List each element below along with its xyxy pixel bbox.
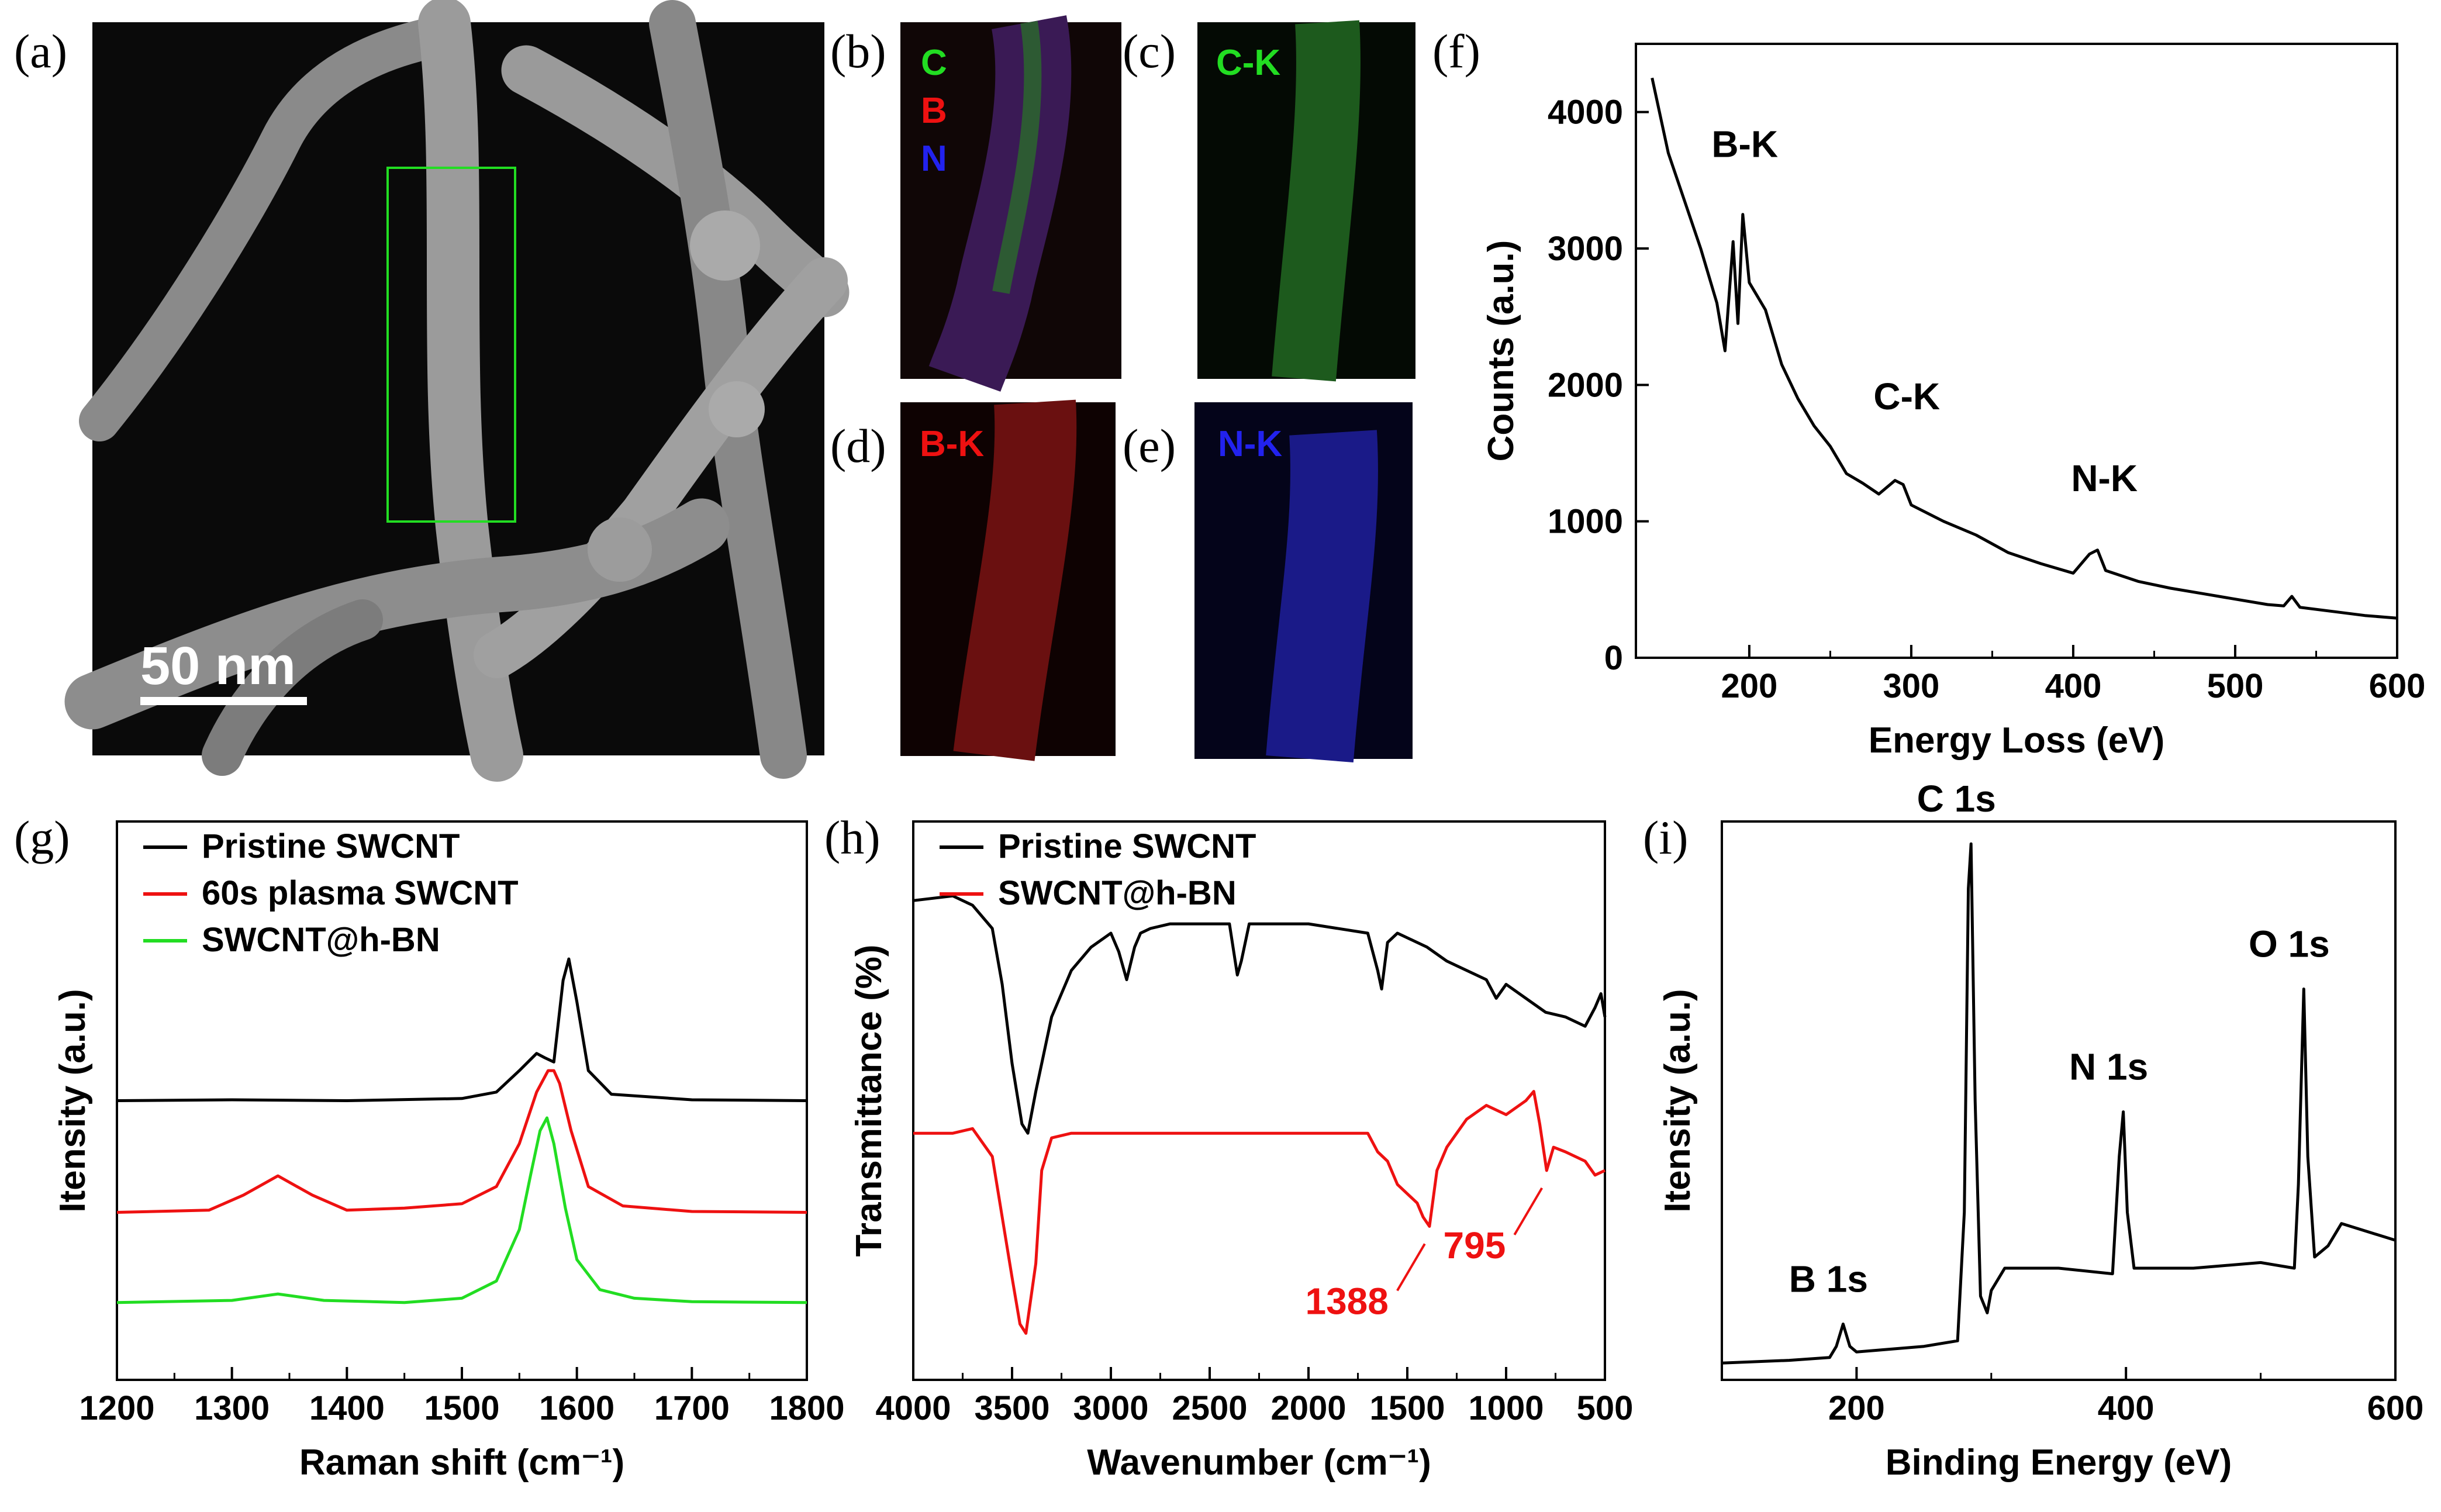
chart-f-xtick-label: 400 xyxy=(2045,667,2102,705)
chart-g-xtick-label: 1300 xyxy=(194,1389,270,1427)
chart-h-annotation: 795 xyxy=(1444,1224,1506,1266)
chart-g-series-0 xyxy=(116,957,807,1102)
chart-h-xtick-label: 2500 xyxy=(1172,1389,1247,1427)
chart-h-xlabel: Wavenumber (cm⁻¹) xyxy=(1087,1442,1431,1483)
map-e-label: N-K xyxy=(1218,424,1282,464)
map-d-label: B-K xyxy=(920,424,984,464)
panel-e: (e) N-K xyxy=(1123,402,1413,763)
selection-box xyxy=(386,167,516,523)
map-e-tube xyxy=(1266,430,1378,763)
chart-g-series-1 xyxy=(116,1069,807,1214)
chart-i-xps-survey: 200 400 600 Binding Energy (eV) Itensity (a.… xyxy=(1658,778,2423,1483)
chart-f-ytick-label: 3000 xyxy=(1548,230,1623,268)
chart-g-xtick-label: 1200 xyxy=(79,1389,154,1427)
panel-d: (d) B-K xyxy=(830,399,1116,761)
chart-f-annotation: N-K xyxy=(2071,457,2138,499)
panel-c-letter: (c) xyxy=(1123,25,1176,78)
chart-f-eels-spectrum: 200 300 400 500 600 0 1000 2000 3000 4000 Energy L… xyxy=(1481,43,2426,761)
chart-f-xtick-label: 600 xyxy=(2369,667,2426,705)
map-c-label: C-K xyxy=(1216,43,1280,83)
chart-g-legend-label: SWCNT@h-BN xyxy=(202,921,440,959)
chart-i-annotation: N 1s xyxy=(2069,1046,2148,1088)
chart-i-ylabel: Itensity (a.u.) xyxy=(1658,989,1698,1212)
chart-f-series-0 xyxy=(1651,77,2398,620)
panel-b: (b) C B N xyxy=(830,15,1121,392)
panel-a-letter: (a) xyxy=(14,25,67,78)
chart-f-ytick-label: 4000 xyxy=(1548,94,1623,132)
chart-g-legend-label: Pristine SWCNT xyxy=(202,827,460,865)
chart-i-xtick-label: 400 xyxy=(2098,1389,2155,1427)
chart-h-xtick-label: 2000 xyxy=(1270,1389,1346,1427)
chart-i-annotation: O 1s xyxy=(2249,923,2330,965)
chart-h-legend-label: Pristine SWCNT xyxy=(998,827,1256,865)
map-c-tube xyxy=(1272,20,1361,382)
panel-c: (c) C-K xyxy=(1123,20,1415,382)
chart-f-xtick-label: 200 xyxy=(1721,667,1778,705)
chart-g-legend-label: 60s plasma SWCNT xyxy=(202,874,519,912)
chart-f-xlabel: Energy Loss (eV) xyxy=(1869,720,2164,761)
panel-f-letter: (f) xyxy=(1432,25,1480,78)
chart-i-annotation: B 1s xyxy=(1789,1258,1868,1300)
chart-i-annotation: C 1s xyxy=(1917,778,1996,820)
chart-g-ylabel: Itensity (a.u.) xyxy=(53,989,93,1212)
map-b-label-c: C xyxy=(921,43,947,83)
chart-h-xtick-label: 500 xyxy=(1577,1389,1634,1427)
chart-h-legend-label: SWCNT@h-BN xyxy=(998,874,1237,912)
chart-f-annotation: B-K xyxy=(1711,123,1778,165)
panel-b-letter: (b) xyxy=(830,25,886,78)
chart-g-xtick-label: 1800 xyxy=(769,1389,844,1427)
chart-f-ytick-label: 1000 xyxy=(1548,503,1623,541)
chart-f-ylabel: Counts (a.u.) xyxy=(1481,240,1521,462)
chart-f-frame xyxy=(1635,43,2398,659)
map-b-tube-core xyxy=(992,20,1042,294)
chart-i-xtick-label: 600 xyxy=(2367,1389,2424,1427)
chart-f-xtick-label: 300 xyxy=(1883,667,1940,705)
chart-g-xtick-label: 1500 xyxy=(424,1389,499,1427)
map-b-label-n: N xyxy=(921,139,947,179)
chart-h-annotation-leader xyxy=(1513,1187,1544,1235)
chart-i-series-0 xyxy=(1721,842,2396,1365)
map-b-label-b: B xyxy=(921,91,947,131)
chart-f-annotation: C-K xyxy=(1873,375,1940,417)
chart-h-ftir-spectra: 4000 3500 3000 2500 2000 1500 1000 500 Wavenumbe… xyxy=(849,820,1634,1483)
chart-g-xtick-label: 1400 xyxy=(309,1389,385,1427)
chart-h-xtick-label: 3000 xyxy=(1073,1389,1148,1427)
chart-h-annotation-leader xyxy=(1396,1243,1426,1292)
panel-d-letter: (d) xyxy=(830,419,886,472)
chart-h-xtick-label: 1000 xyxy=(1468,1389,1544,1427)
chart-g-raman-spectra: 1200 1300 1400 1500 1600 1700 1800 Raman shift … xyxy=(53,820,845,1483)
panel-e-letter: (e) xyxy=(1123,419,1176,472)
panel-i-letter: (i) xyxy=(1643,811,1688,864)
chart-f-ytick-label: 2000 xyxy=(1548,366,1623,404)
chart-h-ylabel: Transmittance (%) xyxy=(849,944,889,1256)
chart-g-xtick-label: 1700 xyxy=(654,1389,730,1427)
chart-h-xtick-label: 3500 xyxy=(974,1389,1049,1427)
scale-bar-label: 50 nm xyxy=(140,636,296,696)
scale-bar xyxy=(140,697,307,705)
chart-h-series-1 xyxy=(913,1090,1606,1335)
chart-h-annotation: 1388 xyxy=(1305,1280,1388,1322)
panel-h-letter: (h) xyxy=(824,811,881,864)
chart-h-xtick-label: 1500 xyxy=(1369,1389,1445,1427)
chart-g-xtick-label: 1600 xyxy=(539,1389,614,1427)
panel-g-letter: (g) xyxy=(14,811,70,864)
map-d-tube xyxy=(953,399,1077,761)
chart-i-frame xyxy=(1721,820,2397,1381)
chart-i-xlabel: Binding Energy (eV) xyxy=(1886,1442,2232,1483)
nanotube-bundles xyxy=(64,0,850,782)
chart-f-ytick-label: 0 xyxy=(1604,639,1623,677)
chart-h-series-0 xyxy=(913,894,1607,1135)
chart-i-xtick-label: 200 xyxy=(1828,1389,1885,1427)
panel-a: (a) 50 nm xyxy=(14,0,850,782)
chart-h-xtick-label: 4000 xyxy=(875,1389,951,1427)
chart-g-xlabel: Raman shift (cm⁻¹) xyxy=(299,1442,624,1483)
chart-f-xtick-label: 500 xyxy=(2207,667,2264,705)
chart-g-series-2 xyxy=(116,1116,807,1304)
